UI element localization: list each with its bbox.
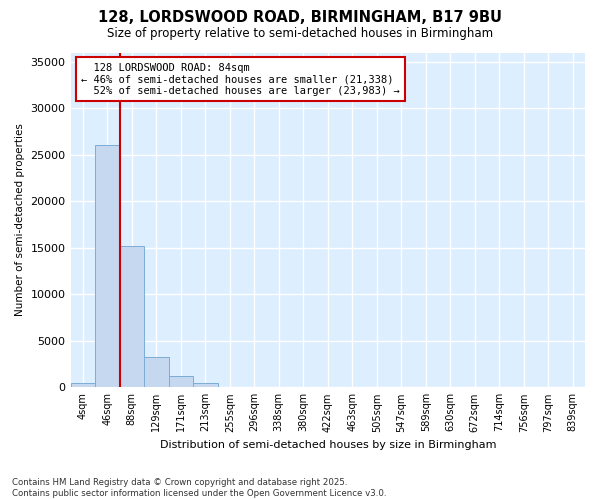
Text: 128 LORDSWOOD ROAD: 84sqm
← 46% of semi-detached houses are smaller (21,338)
  5: 128 LORDSWOOD ROAD: 84sqm ← 46% of semi-… <box>81 62 400 96</box>
Bar <box>193 382 218 388</box>
Y-axis label: Number of semi-detached properties: Number of semi-detached properties <box>15 124 25 316</box>
X-axis label: Distribution of semi-detached houses by size in Birmingham: Distribution of semi-detached houses by … <box>160 440 496 450</box>
Text: Contains HM Land Registry data © Crown copyright and database right 2025.
Contai: Contains HM Land Registry data © Crown c… <box>12 478 386 498</box>
Bar <box>71 382 95 388</box>
Text: Size of property relative to semi-detached houses in Birmingham: Size of property relative to semi-detach… <box>107 28 493 40</box>
Bar <box>144 356 169 388</box>
Bar <box>169 376 193 388</box>
Text: 128, LORDSWOOD ROAD, BIRMINGHAM, B17 9BU: 128, LORDSWOOD ROAD, BIRMINGHAM, B17 9BU <box>98 10 502 25</box>
Bar <box>95 144 119 388</box>
Bar <box>119 246 144 388</box>
